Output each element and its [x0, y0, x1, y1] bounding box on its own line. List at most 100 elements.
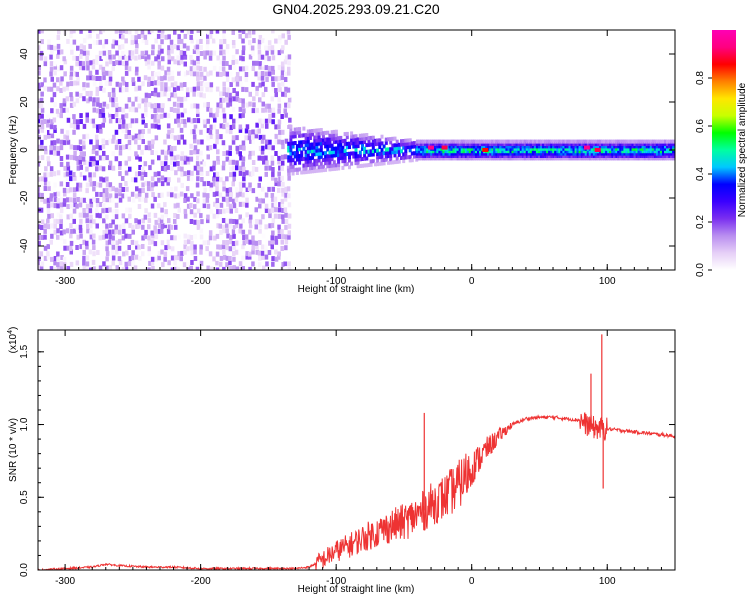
- spectrogram-cell: [281, 262, 285, 267]
- spectrogram-cell: [580, 149, 584, 154]
- spectrogram-cell: [112, 92, 116, 98]
- spectrogram-cell: [164, 70, 168, 76]
- spectrogram-cell: [295, 144, 299, 149]
- spectrogram-cell: [198, 66, 203, 72]
- spectrogram-cell: [252, 219, 256, 225]
- spectrogram-cell: [287, 92, 291, 98]
- spectrogram-cell: [91, 75, 96, 81]
- spectrogram-cell: [560, 151, 564, 156]
- spectrogram-cell: [278, 38, 282, 44]
- spectrogram-cell: [391, 143, 395, 148]
- spectrogram-cell: [389, 147, 393, 152]
- spectrogram-cell: [466, 154, 470, 158]
- spectrogram-cell: [101, 54, 105, 60]
- spectrogram-cell: [273, 196, 278, 202]
- spectrogram-cell: [63, 134, 67, 140]
- spectrogram-cell: [450, 154, 454, 158]
- spectrogram-cell: [332, 136, 336, 141]
- spectrogram-cell: [228, 260, 232, 266]
- spectrogram-cell: [147, 224, 151, 230]
- spectrogram-cell: [122, 30, 126, 34]
- spectrogram-cell: [53, 266, 58, 270]
- spectrogram-cell: [503, 139, 507, 144]
- spectrogram-cell: [321, 164, 325, 169]
- spectrogram-cell: [560, 144, 564, 149]
- spectrogram-cell: [517, 139, 521, 144]
- spectrogram-cell: [157, 192, 162, 198]
- spectrogram-cell: [462, 139, 466, 144]
- spectrogram-cell: [82, 239, 86, 245]
- spectrogram-cell: [313, 152, 317, 157]
- spectrogram-cell: [271, 30, 275, 34]
- spectrogram-cell: [525, 154, 529, 158]
- spectrogram-cell: [584, 156, 588, 161]
- spectrogram-cell: [374, 162, 377, 167]
- spectrogram-cell: [242, 240, 246, 246]
- spectrogram-cell: [264, 118, 269, 124]
- spectrogram-cell: [273, 201, 278, 207]
- spectrogram-cell: [562, 146, 566, 151]
- spectrogram-cell: [596, 151, 600, 156]
- spectrogram-cell: [118, 224, 122, 230]
- spectrogram-cell: [426, 154, 430, 158]
- spectrogram-cell: [66, 197, 70, 203]
- spectrogram-cell: [92, 266, 97, 270]
- spectrogram-cell: [647, 149, 651, 154]
- spectrogram-cell: [72, 114, 76, 120]
- spectrogram-cell: [570, 154, 574, 158]
- spectrogram-cell: [62, 256, 67, 262]
- spectrogram-cell: [554, 154, 558, 158]
- spectrogram-cell: [668, 144, 672, 149]
- spectrogram-cell: [78, 139, 83, 145]
- spectrogram-cell: [150, 176, 155, 182]
- spectrogram-cell: [625, 139, 629, 144]
- spectrogram-cell: [225, 122, 229, 128]
- spectrogram-cell: [99, 176, 103, 182]
- spectrogram-cell: [121, 54, 126, 60]
- spectrogram-cell: [177, 60, 181, 66]
- spectrogram-cell: [321, 134, 325, 139]
- spectrogram-cell: [219, 91, 223, 97]
- spectrogram-cell: [38, 265, 41, 270]
- spectrogram-cell: [150, 213, 155, 219]
- spectrogram-cell: [625, 142, 629, 146]
- spectrogram-cell: [393, 150, 397, 154]
- spectrogram-cell: [46, 254, 51, 260]
- spectrogram-cell: [641, 151, 645, 156]
- spectrogram-cell: [601, 154, 604, 158]
- spectrogram-cell: [277, 139, 281, 145]
- spectrogram-cell: [436, 142, 440, 146]
- spectrogram-cell: [523, 151, 527, 156]
- spectrogram-cell: [245, 124, 250, 130]
- spectrogram-cell: [225, 92, 229, 98]
- spectrogram-cell: [324, 137, 328, 142]
- spectrogram-cell: [257, 75, 261, 81]
- spectrogram-cell: [147, 54, 151, 60]
- spectrogram-cell: [105, 246, 109, 252]
- spectrogram-cell: [649, 151, 653, 156]
- spectrogram-cell: [59, 230, 64, 236]
- spectrogram-cell: [556, 144, 560, 149]
- spectrogram-cell: [258, 197, 262, 203]
- spectrogram-cell: [271, 256, 275, 262]
- spectrogram-cell: [60, 128, 64, 134]
- spectrogram-cell: [535, 144, 539, 149]
- spectrogram-cell: [566, 144, 570, 149]
- spectrogram-cell: [404, 142, 408, 147]
- spectrogram-cell: [321, 141, 325, 146]
- spectrogram-cell: [298, 130, 302, 135]
- spectrogram-cell: [332, 153, 336, 158]
- spectrogram-cell: [176, 255, 181, 261]
- spectrogram-cell: [43, 77, 47, 83]
- spectrogram-cell: [647, 142, 651, 146]
- spectrogram-cell: [134, 139, 138, 145]
- spectrogram-cell: [416, 156, 419, 161]
- spectrogram-cell: [115, 240, 119, 246]
- spectrogram-cell: [118, 60, 122, 66]
- spectrogram-cell: [623, 142, 627, 146]
- spectrogram-cell: [291, 158, 295, 163]
- spectrogram-cell: [79, 49, 84, 55]
- spectrogram-cell: [284, 234, 288, 240]
- spectrogram-cell: [452, 142, 456, 146]
- spectrogram-cell: [199, 75, 203, 81]
